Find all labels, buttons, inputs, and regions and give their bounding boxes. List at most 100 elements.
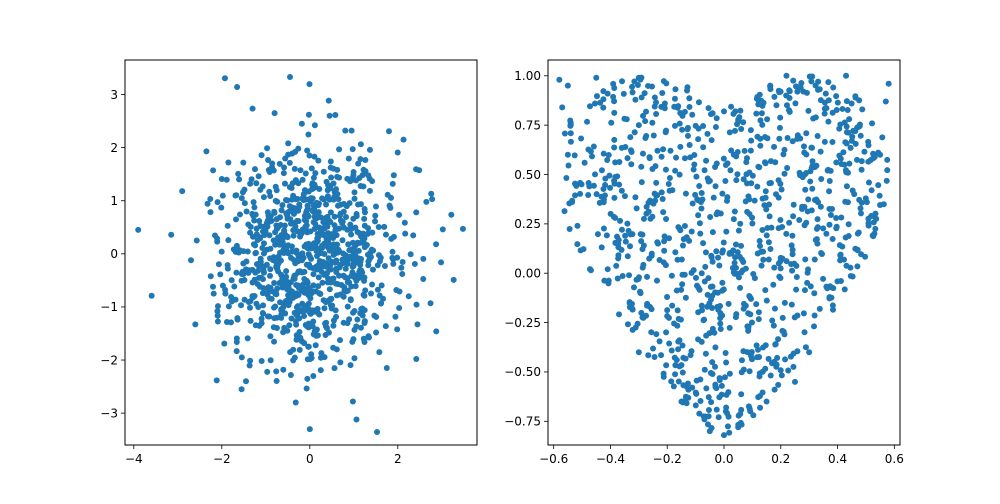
data-point xyxy=(334,166,341,173)
data-point xyxy=(260,302,267,309)
data-point xyxy=(267,357,274,364)
data-point xyxy=(856,121,863,128)
data-point xyxy=(294,217,301,224)
data-point xyxy=(760,256,767,263)
data-point xyxy=(660,146,667,153)
data-point xyxy=(675,346,682,353)
data-point xyxy=(214,303,221,310)
data-point xyxy=(382,323,389,330)
data-point xyxy=(649,119,656,126)
data-point xyxy=(266,313,273,320)
data-point xyxy=(692,402,699,409)
data-point xyxy=(806,349,813,356)
data-point xyxy=(705,394,712,401)
data-point xyxy=(635,122,642,129)
data-point xyxy=(221,75,228,82)
data-point xyxy=(258,315,265,322)
data-point xyxy=(354,316,361,323)
data-point xyxy=(234,84,241,91)
data-point xyxy=(651,94,658,101)
data-point xyxy=(357,324,364,331)
data-point xyxy=(351,307,358,314)
data-point xyxy=(589,153,596,160)
data-point xyxy=(792,100,799,107)
data-point xyxy=(253,231,260,238)
data-point xyxy=(305,188,312,195)
data-point xyxy=(423,198,430,205)
data-point xyxy=(321,305,328,312)
data-point xyxy=(713,406,720,413)
data-point xyxy=(833,93,840,100)
data-point xyxy=(776,124,783,131)
y-tick-label: 0.75 xyxy=(514,118,541,132)
data-point xyxy=(316,311,323,318)
data-point xyxy=(306,261,313,268)
data-point xyxy=(763,398,770,405)
data-point xyxy=(349,398,356,405)
data-point xyxy=(783,102,790,109)
data-point xyxy=(273,291,280,298)
data-point xyxy=(767,158,774,165)
data-point xyxy=(307,228,314,235)
data-point xyxy=(763,232,770,239)
data-point xyxy=(642,118,649,125)
data-point xyxy=(360,291,367,298)
data-point xyxy=(618,187,625,194)
data-point xyxy=(266,295,273,302)
data-point xyxy=(364,230,371,237)
data-point xyxy=(697,230,704,237)
data-point xyxy=(705,105,712,112)
data-point xyxy=(358,256,365,262)
data-point xyxy=(678,256,685,263)
axes-frame xyxy=(124,59,478,446)
data-point xyxy=(240,271,247,278)
data-point xyxy=(814,216,821,223)
data-point xyxy=(766,201,773,208)
data-point xyxy=(369,266,376,273)
data-point xyxy=(771,264,778,271)
y-tick-label: 0.25 xyxy=(514,217,541,231)
data-point xyxy=(857,205,864,212)
data-point xyxy=(281,180,288,187)
data-point xyxy=(293,281,300,288)
data-point xyxy=(629,83,636,90)
data-point xyxy=(701,167,708,174)
data-point xyxy=(681,108,688,115)
data-point xyxy=(290,357,297,364)
data-point xyxy=(271,280,278,287)
data-point xyxy=(346,316,353,323)
y-tick-label: 2 xyxy=(110,141,118,155)
data-point xyxy=(711,363,718,370)
data-point xyxy=(332,259,339,266)
data-point xyxy=(225,303,232,310)
data-point xyxy=(844,106,851,113)
data-point xyxy=(717,303,724,310)
data-point xyxy=(790,77,797,84)
data-point xyxy=(660,209,667,216)
data-point xyxy=(693,377,700,384)
data-point xyxy=(698,205,705,212)
data-point xyxy=(603,232,610,239)
data-point xyxy=(626,272,633,279)
data-point xyxy=(240,260,247,267)
data-point xyxy=(843,98,850,105)
data-point xyxy=(653,110,660,117)
data-point xyxy=(723,228,730,235)
data-point xyxy=(321,196,328,203)
data-point xyxy=(708,399,715,406)
data-point xyxy=(786,88,793,95)
data-point xyxy=(661,247,668,254)
data-point xyxy=(605,152,612,159)
data-point xyxy=(715,414,722,421)
data-point xyxy=(684,126,691,133)
data-point xyxy=(357,239,364,246)
data-point xyxy=(390,233,397,240)
data-point xyxy=(593,191,600,198)
data-point xyxy=(361,209,368,216)
data-point xyxy=(723,197,730,204)
data-point xyxy=(276,241,283,248)
data-point xyxy=(653,99,660,106)
data-point xyxy=(373,329,380,336)
data-point xyxy=(243,208,250,215)
data-point xyxy=(310,282,317,289)
